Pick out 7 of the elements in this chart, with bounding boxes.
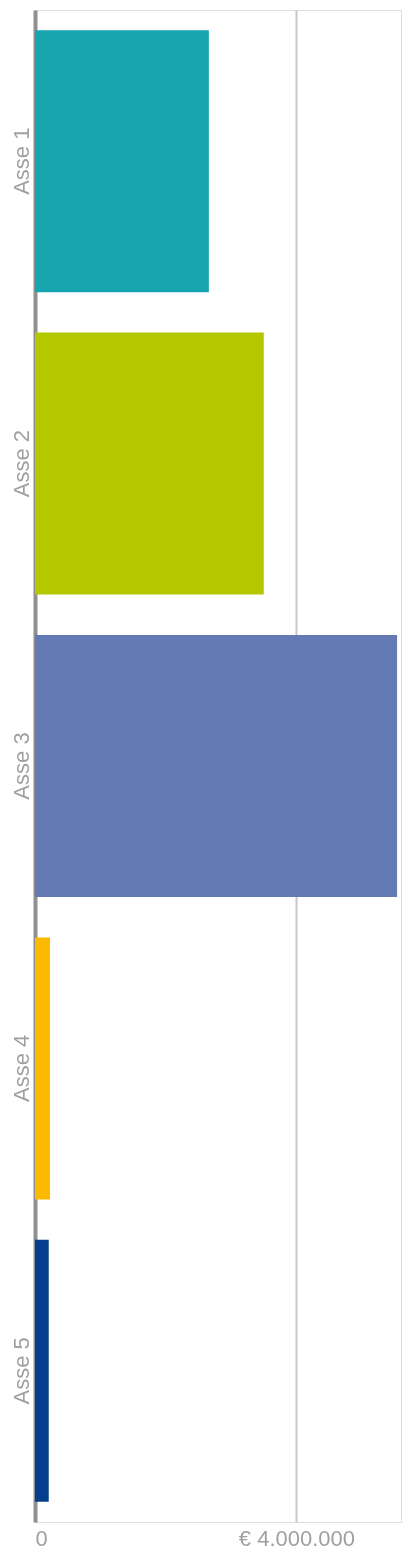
y-tick-label: Asse 4 — [8, 1034, 34, 1103]
y-tick-label: Asse 5 — [8, 1337, 34, 1405]
x-tick-label: € 4.000.000 — [238, 1525, 356, 1551]
y-tick-label: Asse 1 — [8, 127, 34, 195]
y-tick-label: Asse 2 — [8, 429, 34, 498]
y-tick-label: Asse 3 — [8, 732, 34, 800]
x-tick-label: 0 — [35, 1525, 48, 1551]
